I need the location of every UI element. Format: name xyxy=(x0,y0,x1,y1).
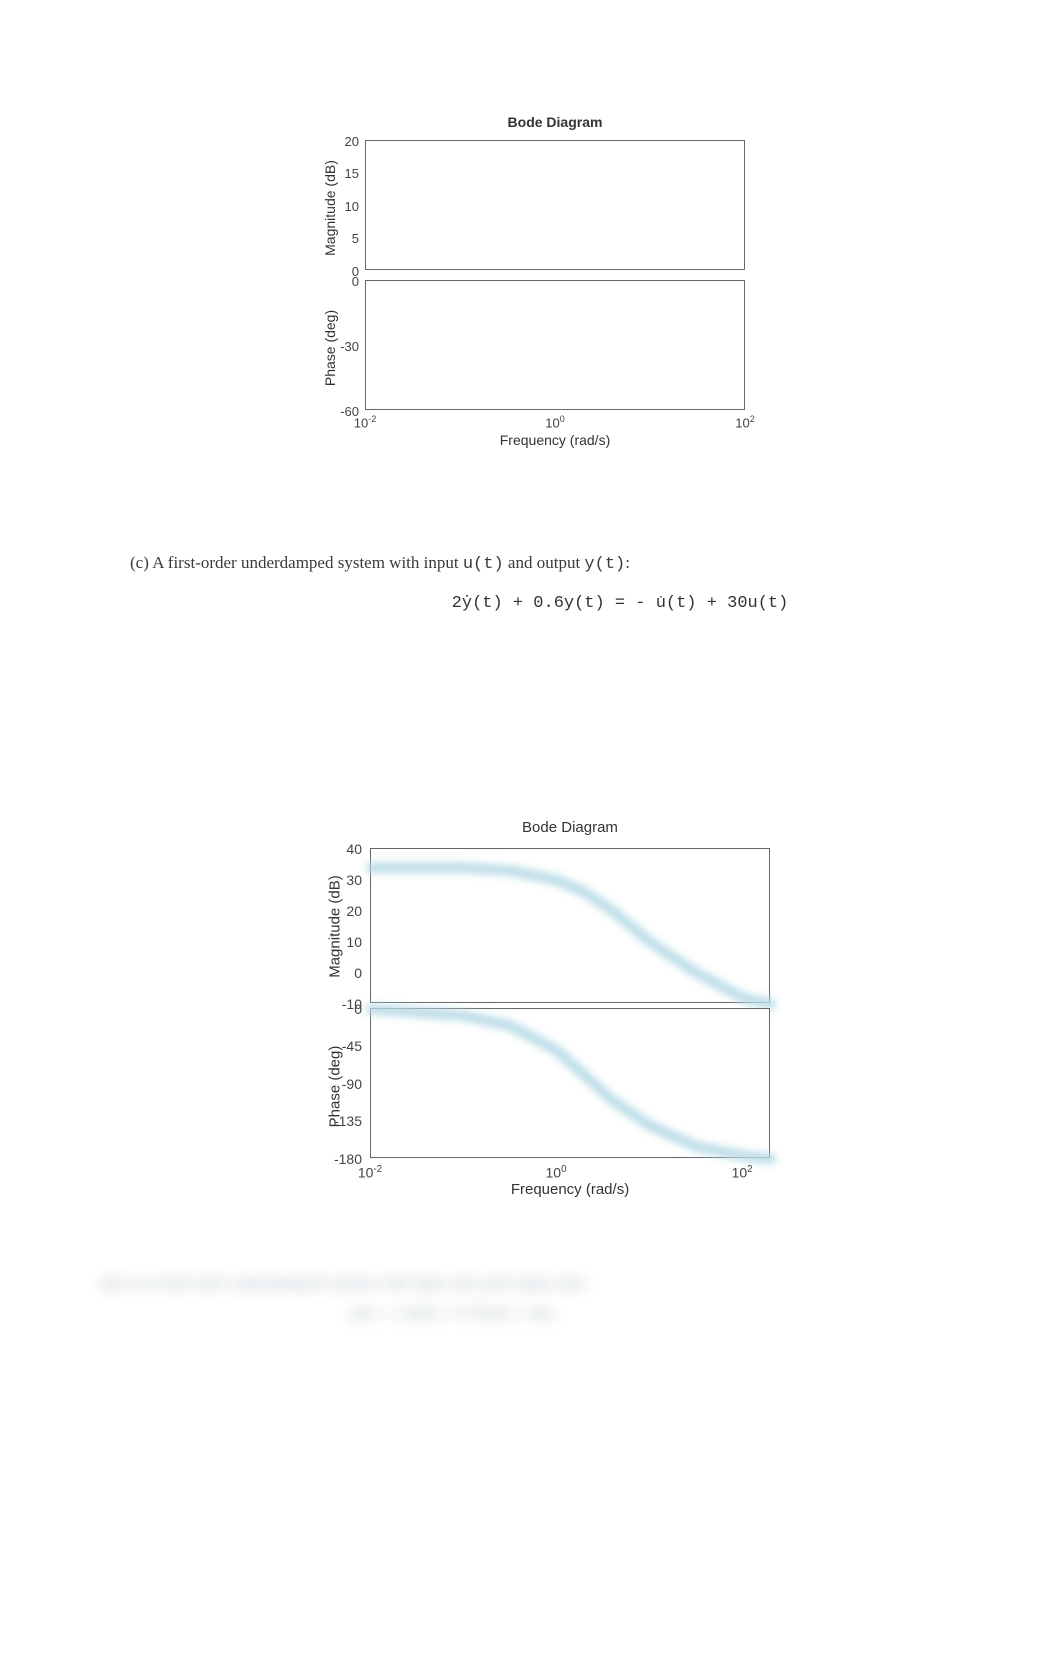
axis-tick: -45 xyxy=(322,1038,362,1054)
paragraph-c: (c) A first-order underdamped system wit… xyxy=(130,550,930,578)
blurred-preview: (d) A second order underdamped system wi… xyxy=(0,1273,1062,1323)
axis-tick: 30 xyxy=(322,872,362,888)
blurred-line1: (d) A second order underdamped system wi… xyxy=(100,1273,962,1293)
chart1-phase-plot xyxy=(365,280,745,410)
bode-chart-1: Bode Diagram Magnitude (dB) Phase (deg) … xyxy=(280,110,780,500)
axis-tick: 10-2 xyxy=(345,1164,395,1181)
para-c-label: (c) xyxy=(130,553,149,572)
axis-tick: -135 xyxy=(322,1113,362,1129)
para-c-body: A first-order underdamped system with in… xyxy=(152,553,463,572)
axis-tick: 10 xyxy=(319,199,359,214)
axis-tick: 0 xyxy=(319,274,359,289)
axis-tick: 100 xyxy=(531,1164,581,1181)
equation-c: 2ẏ(t) + 0.6y(t) = - u̇(t) + 30u(t) xyxy=(130,592,930,613)
axis-tick: 100 xyxy=(530,414,580,430)
axis-tick: 10 xyxy=(322,934,362,950)
axis-tick: 0 xyxy=(322,1001,362,1017)
axis-tick: -30 xyxy=(319,339,359,354)
bode-chart-2: Bode Diagram Magnitude (dB) Phase (deg) … xyxy=(270,813,810,1233)
chart2-phase-plot xyxy=(370,1008,770,1158)
blurred-line2: ÿ(t) + 1.4ẏ(t) + 0.35y(t) = u(t) xyxy=(100,1303,962,1323)
axis-tick: 102 xyxy=(720,414,770,430)
para-c-u: u(t) xyxy=(463,555,504,574)
axis-tick: -90 xyxy=(322,1076,362,1092)
para-c-mid: and output xyxy=(504,553,585,572)
axis-tick: 20 xyxy=(319,134,359,149)
axis-tick: 5 xyxy=(319,231,359,246)
axis-tick: 0 xyxy=(322,965,362,981)
chart2-title: Bode Diagram xyxy=(370,819,770,836)
para-c-tail: : xyxy=(625,553,630,572)
chart1-title: Bode Diagram xyxy=(365,114,745,130)
bode-curve xyxy=(371,867,771,1003)
para-c-y: y(t) xyxy=(584,555,625,574)
chart2-magnitude-plot xyxy=(370,848,770,1003)
bode-curve xyxy=(371,1009,771,1159)
axis-tick: 40 xyxy=(322,841,362,857)
chart1-xlabel: Frequency (rad/s) xyxy=(365,432,745,448)
chart2-xlabel: Frequency (rad/s) xyxy=(370,1181,770,1198)
axis-tick: 15 xyxy=(319,166,359,181)
axis-tick: 20 xyxy=(322,903,362,919)
axis-tick: 10-2 xyxy=(340,414,390,430)
chart1-magnitude-plot xyxy=(365,140,745,270)
axis-tick: 102 xyxy=(717,1164,767,1181)
